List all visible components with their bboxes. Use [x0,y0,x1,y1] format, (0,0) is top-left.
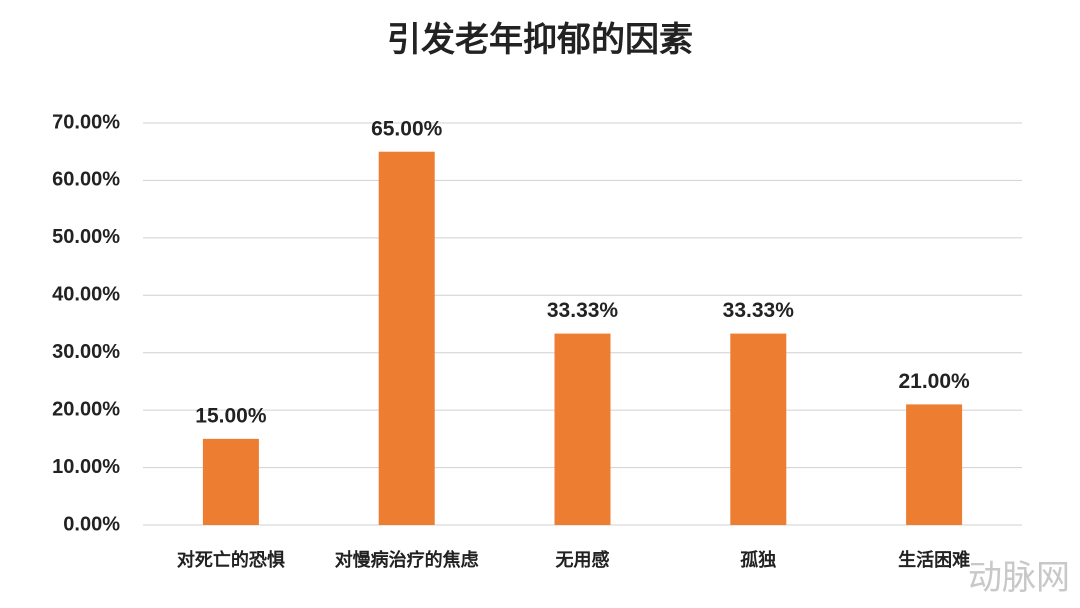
bar [906,404,963,525]
y-tick-label: 20.00% [52,398,120,420]
y-tick-label: 0.00% [63,513,120,535]
watermark: 动脉网 [968,559,1070,597]
bar [730,333,787,525]
value-label: 33.33% [723,299,795,322]
bar [378,151,435,525]
x-tick-label: 对慢病治疗的焦虑 [335,549,479,570]
value-label: 65.00% [371,117,443,140]
y-tick-label: 60.00% [52,169,120,191]
x-tick-label: 生活困难 [898,549,970,570]
x-tick-label: 对死亡的恐惧 [177,549,285,570]
bar [554,333,611,525]
y-tick-label: 40.00% [52,284,120,306]
value-label: 33.33% [547,299,619,322]
y-tick-label: 50.00% [52,226,120,248]
bar [202,438,259,525]
y-tick-label: 10.00% [52,456,120,478]
x-tick-label: 孤独 [740,549,776,570]
y-tick-label: 30.00% [52,341,120,363]
y-tick-label: 70.00% [52,111,120,133]
value-label: 21.00% [898,370,970,393]
chart-title: 引发老年抑郁的因素 [387,21,693,59]
x-tick-label: 无用感 [556,549,610,570]
value-label: 15.00% [195,404,267,427]
